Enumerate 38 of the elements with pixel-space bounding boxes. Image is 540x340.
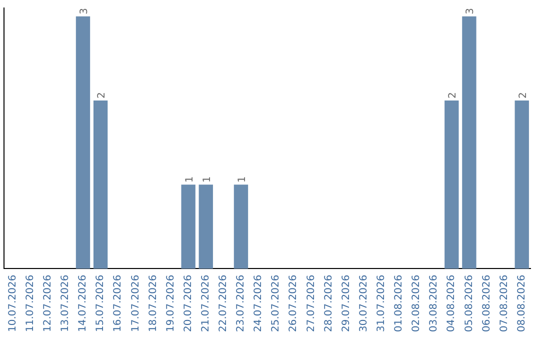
x-tick-label: 16.07.2026 [112,274,124,332]
x-tick-label: 14.07.2026 [78,274,89,332]
x-tick-label: 23.07.2026 [236,274,247,332]
x-tick-label: 24.07.2026 [253,274,264,332]
x-tick-label: 12.07.2026 [42,274,54,332]
x-tick-label: 28.07.2026 [323,274,334,332]
x-tick-label: 21.07.2026 [200,274,212,332]
x-tick-label: 03.08.2026 [428,274,440,332]
data-label: 2 [448,92,459,99]
x-tick-label: 05.08.2026 [464,274,475,332]
x-tick-label: 27.07.2026 [306,274,317,332]
x-tick-label: 01.08.2026 [394,274,405,332]
data-label: 1 [184,176,196,183]
x-tick-label: 26.07.2026 [288,274,300,332]
x-tick-label: 17.07.2026 [130,274,142,332]
x-tick-label: 20.07.2026 [182,274,194,332]
x-tick-label: 02.08.2026 [411,274,422,332]
x-tick-label: 06.08.2026 [481,274,492,332]
data-label: 1 [236,176,248,183]
data-label: 3 [465,8,476,14]
x-tick-label: 18.07.2026 [148,274,159,332]
data-label: 3 [78,8,90,14]
x-tick-label: 13.07.2026 [60,274,72,332]
data-label: 1 [202,176,213,183]
data-label: 2 [518,92,529,99]
data-label: 2 [96,92,108,99]
x-tick-label: 07.08.2026 [498,274,510,332]
x-tick-label: 10.07.2026 [7,274,18,332]
x-tick-label: 30.07.2026 [358,274,370,332]
x-tick-label: 08.08.2026 [516,274,528,332]
x-tick-label: 15.07.2026 [95,274,106,332]
x-tick-label: 22.07.2026 [218,274,230,332]
x-tick-label: 04.08.2026 [446,274,458,332]
x-tick-label: 25.07.2026 [270,274,282,332]
x-tick-label: 11.07.2026 [24,274,36,332]
x-tick-label: 29.07.2026 [340,274,352,332]
x-tick-label: 31.07.2026 [376,274,388,332]
x-tick-label: 19.07.2026 [165,274,176,332]
